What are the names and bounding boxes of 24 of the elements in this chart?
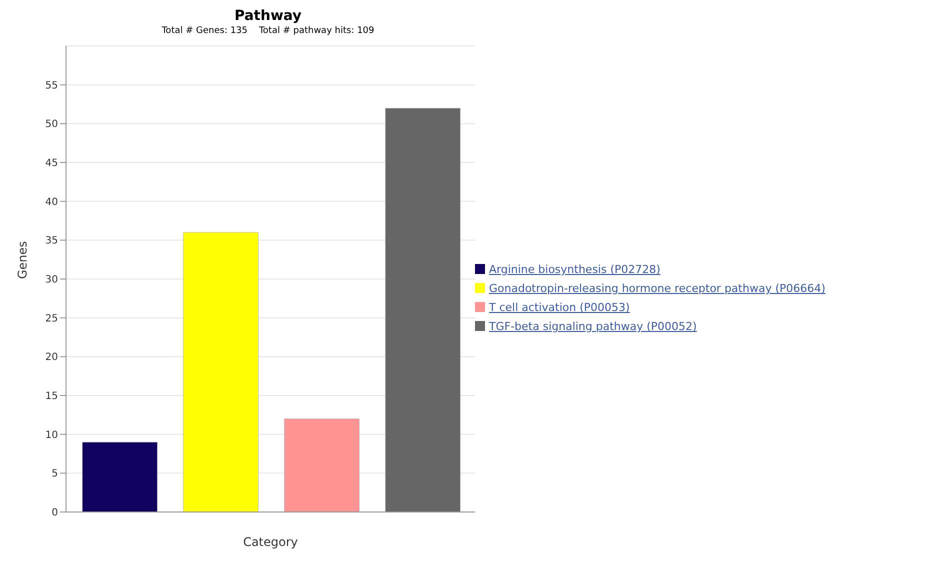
y-tick-label: 25: [45, 313, 58, 324]
bar: [82, 442, 158, 512]
y-tick-label: 10: [45, 430, 58, 441]
y-tick-label: 40: [45, 196, 58, 208]
y-tick-label: 45: [45, 158, 58, 170]
legend-label: TGF-beta signaling pathway (P00052): [489, 320, 697, 333]
legend-label: Arginine biosynthesis (P02728): [489, 263, 660, 276]
y-tick-label: 5: [52, 468, 58, 480]
y-tick-label: 30: [45, 274, 58, 286]
y-tick-label: 20: [45, 352, 58, 364]
x-axis-title: Category: [243, 535, 298, 549]
chart-title: Pathway: [233, 8, 303, 24]
bar: [183, 232, 259, 512]
legend-label: Gonadotropin-releasing hormone receptor pathway (P06664): [489, 282, 826, 295]
y-tick-label: 35: [45, 236, 58, 247]
y-tick-label: 50: [45, 119, 58, 130]
chart-subtitle: Total # Genes: 135 Total # pathway hits: 109: [160, 26, 376, 36]
y-tick-label: 55: [45, 80, 58, 92]
y-tick-label: 0: [52, 508, 58, 519]
y-tick-label: 15: [45, 391, 58, 402]
bar: [385, 108, 461, 512]
y-axis-title: Genes: [15, 241, 30, 279]
bar: [284, 418, 360, 512]
legend-label: T cell activation (P00053): [489, 301, 630, 314]
